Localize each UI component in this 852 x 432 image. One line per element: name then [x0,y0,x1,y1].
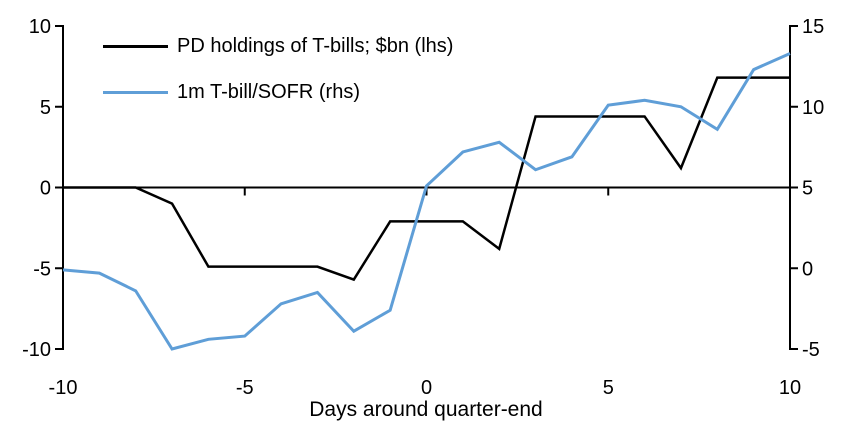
left-axis-tick-label: 5 [40,97,51,119]
x-axis-tick-label: 0 [421,377,432,399]
series-line-tbill-sofr [62,52,791,351]
x-axis-title: Days around quarter-end [309,398,543,421]
series-line-pd-holdings [63,76,790,282]
right-axis-tick-label: 10 [802,97,824,119]
legend-line-sample-blue [103,91,168,94]
x-axis-tick-label: -10 [49,377,78,399]
x-axis-tick-label: 5 [603,377,614,399]
left-axis-tick-label: 10 [29,16,51,38]
right-axis-tick-label: 15 [802,16,824,38]
legend-line-sample-black [103,45,168,48]
right-axis-tick-label: -5 [802,339,820,361]
x-axis-tick-label: 10 [779,377,801,399]
right-axis-tick-label: 5 [802,178,813,200]
left-axis-tick-label: 0 [40,178,51,200]
left-axis-tick-label: -10 [22,339,51,361]
legend-label-pd-holdings: PD holdings of T-bills; $bn (lhs) [177,35,454,57]
legend-item-pd-holdings: PD holdings of T-bills; $bn (lhs) [103,35,453,58]
left-axis-tick-label: -5 [33,258,51,280]
legend-label-tbill-sofr: 1m T-bill/SOFR (rhs) [177,81,360,103]
x-axis-tick-label: -5 [236,377,254,399]
right-axis-tick-label: 0 [802,258,813,280]
legend-item-tbill-sofr: 1m T-bill/SOFR (rhs) [103,81,360,104]
